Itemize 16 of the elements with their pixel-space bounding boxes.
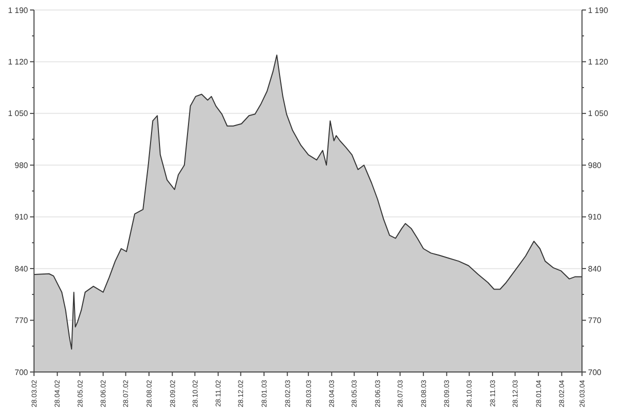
y2-tick-label: 1 050	[588, 109, 609, 118]
y-tick-label: 1 120	[8, 58, 29, 67]
y-tick-label: 840	[14, 264, 29, 274]
y-tick-label: 1 190	[8, 6, 29, 15]
y2-tick-label: 700	[588, 368, 602, 377]
y-tick-label: 980	[14, 160, 29, 170]
y2-tick-label: 770	[588, 316, 602, 326]
y2-tick-label: 980	[588, 160, 602, 170]
y2-tick-label: 910	[588, 212, 602, 222]
y2-tick-label: 840	[588, 264, 602, 274]
y-tick-label: 1 050	[8, 109, 29, 118]
y2-tick-label: 1 120	[588, 58, 609, 67]
y2-tick-label: 1 190	[588, 6, 609, 15]
y-tick-label: 770	[14, 316, 29, 326]
y-tick-label: 700	[14, 368, 29, 377]
y-tick-label: 910	[14, 212, 29, 222]
